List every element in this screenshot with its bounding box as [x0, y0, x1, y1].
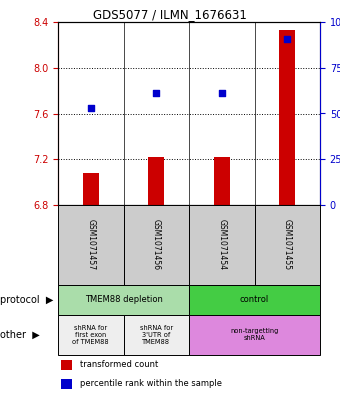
- Text: transformed count: transformed count: [80, 360, 158, 369]
- Text: non-targetting
shRNA: non-targetting shRNA: [230, 329, 279, 342]
- Text: protocol  ▶: protocol ▶: [0, 295, 53, 305]
- Bar: [189, 205, 255, 285]
- Bar: [61, 378, 72, 389]
- Bar: [189, 315, 320, 355]
- Bar: [255, 205, 320, 285]
- Text: GSM1071456: GSM1071456: [152, 219, 161, 270]
- Bar: [189, 285, 320, 315]
- Text: GSM1071457: GSM1071457: [86, 219, 95, 270]
- Bar: [123, 205, 189, 285]
- Bar: [58, 205, 123, 285]
- Text: other  ▶: other ▶: [0, 330, 40, 340]
- Bar: [279, 30, 295, 205]
- Text: GDS5077 / ILMN_1676631: GDS5077 / ILMN_1676631: [93, 8, 247, 21]
- Bar: [123, 315, 189, 355]
- Text: shRNA for
first exon
of TMEM88: shRNA for first exon of TMEM88: [72, 325, 109, 345]
- Bar: [83, 173, 99, 205]
- Point: [154, 90, 159, 96]
- Bar: [148, 157, 165, 205]
- Text: percentile rank within the sample: percentile rank within the sample: [80, 379, 222, 388]
- Text: GSM1071455: GSM1071455: [283, 219, 292, 270]
- Text: GSM1071454: GSM1071454: [217, 219, 226, 270]
- Bar: [214, 157, 230, 205]
- Point: [88, 105, 94, 111]
- Bar: [58, 285, 189, 315]
- Text: shRNA for
3'UTR of
TMEM88: shRNA for 3'UTR of TMEM88: [140, 325, 173, 345]
- Text: TMEM88 depletion: TMEM88 depletion: [85, 296, 163, 305]
- Text: control: control: [240, 296, 269, 305]
- Bar: [58, 315, 123, 355]
- Point: [285, 36, 290, 42]
- Point: [219, 90, 224, 96]
- Bar: [61, 360, 72, 370]
